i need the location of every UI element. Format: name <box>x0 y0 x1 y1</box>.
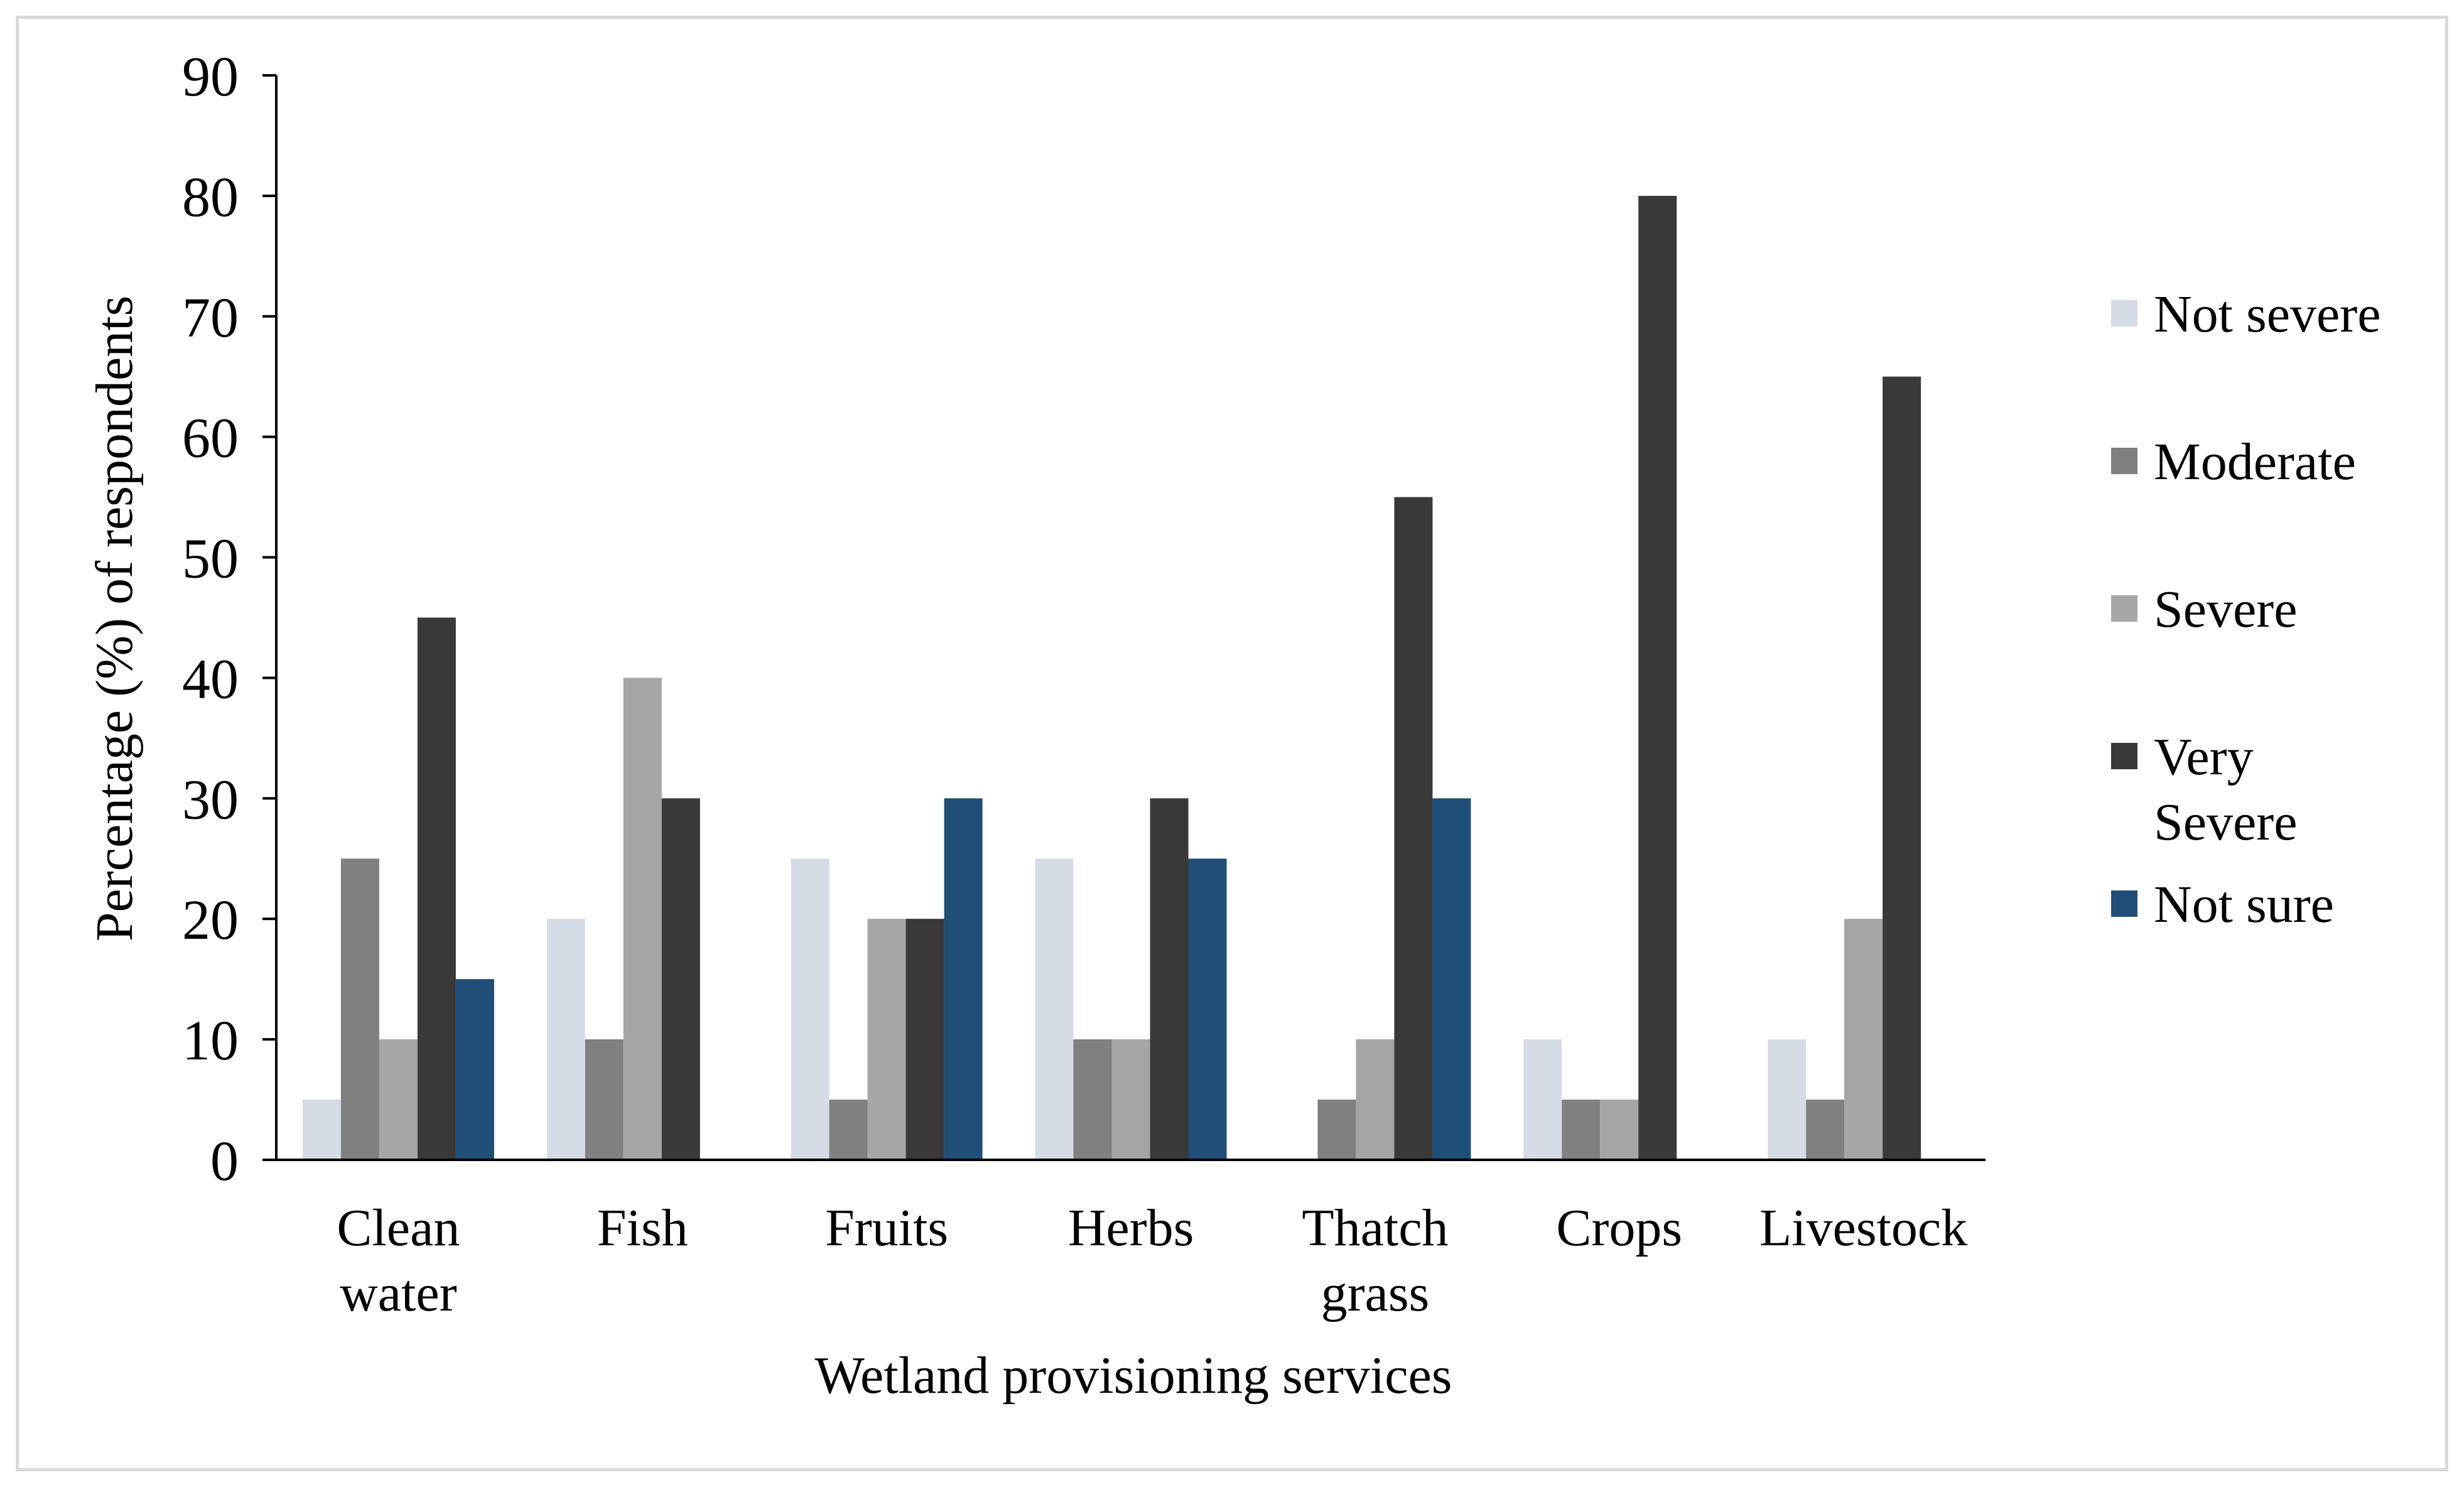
x-axis-title: Wetland provisioning services <box>814 1346 1452 1405</box>
bar-thatch-grass-moderate <box>1317 1100 1356 1160</box>
legend-swatch <box>2111 890 2137 917</box>
legend-swatch <box>2111 595 2137 622</box>
bar-crops-severe <box>1600 1100 1639 1160</box>
y-tick-label: 60 <box>182 408 239 470</box>
bar-clean-water-moderate <box>340 858 379 1160</box>
legend-item-not-sure: Not sure <box>2111 875 2334 934</box>
legend-swatch <box>2111 448 2137 474</box>
bar-fish-very-severe <box>661 798 700 1160</box>
x-axis-category-labels: Clean water Fish Fruits Herbs Thatch grass Crop… <box>337 1199 1967 1322</box>
legend-label: Not sure <box>2154 875 2334 934</box>
bar-livestock-very-severe <box>1883 376 1921 1160</box>
y-axis-ticks: 0 10 20 30 40 50 60 70 80 90 <box>182 46 276 1192</box>
y-tick-label: 30 <box>182 769 239 831</box>
y-tick-label: 70 <box>182 287 239 349</box>
y-axis-title: Percentage (%) of respondents <box>85 296 144 942</box>
bar-herbs-very-severe <box>1150 798 1189 1160</box>
legend: Not severe Moderate Severe Very Severe Not su… <box>2111 285 2381 934</box>
bar-herbs-not-sure <box>1188 858 1227 1160</box>
x-tick-label-herbs: Herbs <box>1068 1199 1194 1257</box>
bar-thatch-grass-very-severe <box>1394 497 1433 1160</box>
bar-fruits-moderate <box>829 1100 868 1160</box>
y-tick-label: 50 <box>182 528 239 590</box>
x-tick-label-livestock: Livestock <box>1759 1199 1967 1257</box>
bar-clean-water-very-severe <box>417 617 456 1160</box>
bar-clean-water-not-severe <box>302 1100 341 1160</box>
bar-livestock-not-severe <box>1768 1039 1807 1160</box>
bar-clean-water-severe <box>379 1039 418 1160</box>
bar-fruits-not-sure <box>944 798 983 1160</box>
legend-item-very-severe: Very Severe <box>2111 728 2298 852</box>
legend-label: Not severe <box>2154 285 2381 343</box>
bar-fish-not-severe <box>546 919 585 1160</box>
plot-bars <box>302 195 1921 1160</box>
x-tick-label-thatch-grass: Thatch grass <box>1302 1199 1448 1322</box>
bar-clean-water-not-sure <box>455 979 494 1160</box>
legend-swatch <box>2111 743 2137 769</box>
bar-thatch-grass-not-sure <box>1432 798 1471 1160</box>
y-tick-label: 80 <box>182 166 239 229</box>
x-tick-label-fish: Fish <box>597 1199 688 1257</box>
y-tick-label: 20 <box>182 889 239 951</box>
bar-crops-moderate <box>1562 1100 1601 1160</box>
bar-fish-moderate <box>585 1039 624 1160</box>
x-tick-label-crops: Crops <box>1556 1199 1682 1257</box>
legend-swatch <box>2111 300 2137 327</box>
bar-crops-not-severe <box>1523 1039 1562 1160</box>
bar-herbs-severe <box>1111 1039 1150 1160</box>
legend-item-moderate: Moderate <box>2111 433 2356 491</box>
bar-fruits-severe <box>867 919 906 1160</box>
bar-crops-very-severe <box>1638 195 1677 1160</box>
x-tick-label-fruits: Fruits <box>825 1199 948 1257</box>
legend-label: Severe <box>2154 580 2298 639</box>
y-tick-label: 90 <box>182 46 239 108</box>
bar-fruits-very-severe <box>905 919 944 1160</box>
axes <box>275 75 1986 1161</box>
legend-label: Very Severe <box>2154 728 2298 852</box>
legend-item-not-severe: Not severe <box>2111 285 2381 343</box>
bar-fruits-not-severe <box>791 858 829 1160</box>
bar-livestock-moderate <box>1806 1100 1845 1160</box>
y-tick-label: 0 <box>210 1130 239 1192</box>
bar-thatch-grass-severe <box>1356 1039 1395 1160</box>
y-tick-label: 40 <box>182 648 239 710</box>
y-tick-label: 10 <box>182 1010 239 1072</box>
bar-herbs-not-severe <box>1035 858 1074 1160</box>
bar-herbs-moderate <box>1073 1039 1112 1160</box>
legend-item-severe: Severe <box>2111 580 2298 639</box>
bar-livestock-severe <box>1844 919 1883 1160</box>
x-tick-label-clean-water: Clean water <box>337 1199 460 1322</box>
bar-fish-severe <box>623 678 662 1160</box>
legend-label: Moderate <box>2154 433 2356 491</box>
